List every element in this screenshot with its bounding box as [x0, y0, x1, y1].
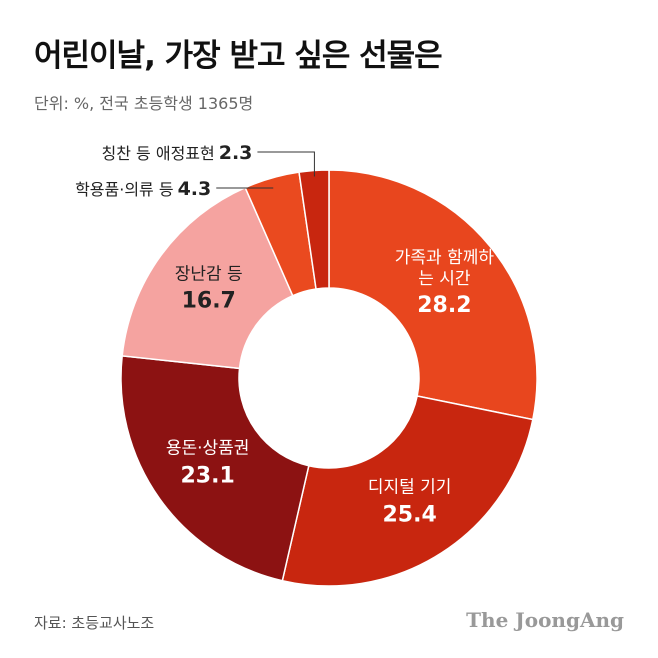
- category-label: 가족과 함께하는 시간: [394, 247, 495, 289]
- donut-segment: [328, 169, 538, 421]
- leader-line: [257, 151, 315, 177]
- donut-segment: [298, 169, 330, 290]
- category-label: 장난감 등: [174, 264, 243, 285]
- chart-title: 어린이날, 가장 받고 싶은 선물은: [34, 38, 443, 74]
- category-label: 용돈·상품권: [165, 439, 250, 460]
- source: 자료: 초등교사노조: [34, 614, 155, 632]
- value-label: 16.7: [181, 288, 236, 314]
- segment-label: 용돈·상품권 23.1: [152, 439, 264, 490]
- segment-label: 디지털 기기 25.4: [354, 478, 466, 529]
- segment-label: 가족과 함께하는 시간 28.2: [388, 248, 500, 320]
- chart-subtitle: 단위: %, 전국 초등학생 1365명: [34, 94, 254, 113]
- donut-segment: [281, 395, 534, 587]
- category-label: 학용품·의류 등: [75, 180, 174, 199]
- segment-label: 장난감 등 16.7: [153, 265, 265, 316]
- value-label: 28.2: [417, 293, 472, 319]
- value-label: 23.1: [180, 463, 235, 489]
- outside-label: 학용품·의류 등 4.3: [75, 176, 211, 200]
- value-label: 4.3: [177, 178, 212, 200]
- outside-label: 칭찬 등 애정표현 2.3: [102, 140, 253, 164]
- donut-segment: [120, 354, 310, 582]
- category-label: 칭찬 등 애정표현: [101, 144, 215, 163]
- donut-segment: [121, 186, 294, 370]
- value-label: 2.3: [218, 142, 253, 164]
- brand: The JoongAng: [466, 608, 624, 632]
- value-label: 25.4: [382, 502, 437, 528]
- category-label: 디지털 기기: [367, 477, 452, 498]
